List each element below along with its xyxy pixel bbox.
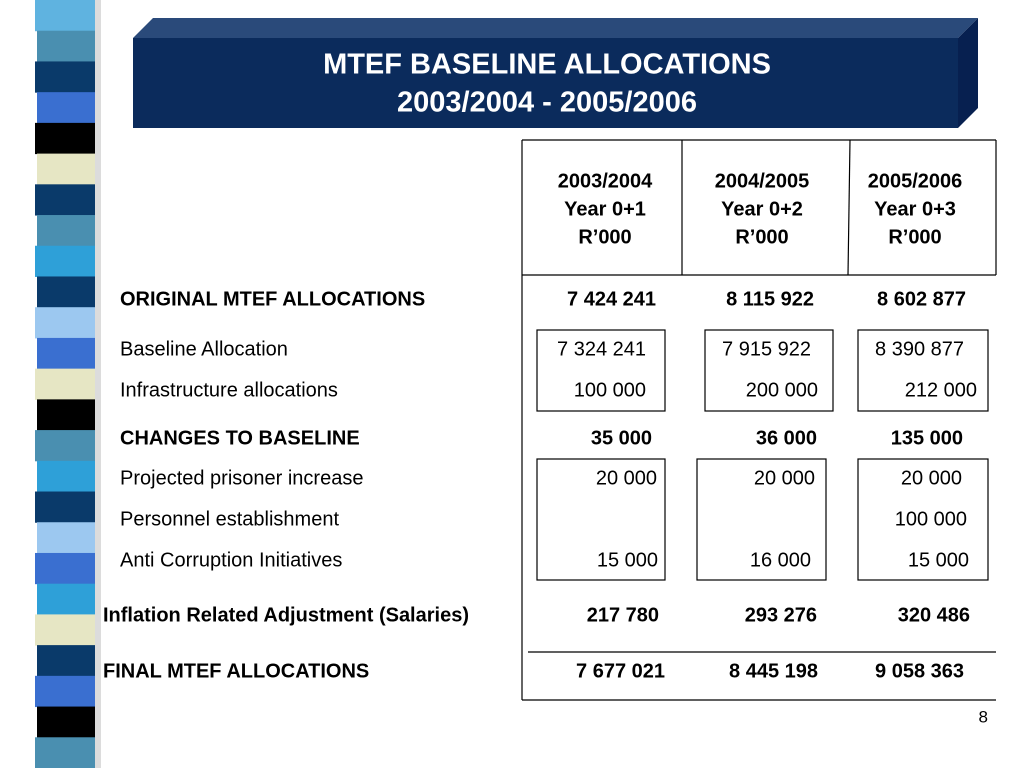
row-label: Anti Corruption Initiatives (120, 549, 342, 571)
cell-value: 100 000 (895, 508, 967, 530)
column-header: 2003/2004 (558, 170, 653, 192)
stripe-block (35, 368, 95, 400)
cell-value: 8 602 877 (877, 288, 966, 310)
stripe-block (37, 276, 97, 308)
column-header: R’000 (578, 226, 631, 248)
cell-value: 200 000 (746, 379, 818, 401)
stripe-block (37, 522, 97, 554)
row-label: Inflation Related Adjustment (Salaries) (103, 604, 469, 626)
column-header: R’000 (735, 226, 788, 248)
title-bevel-top (133, 18, 978, 38)
stripe-block (35, 184, 95, 216)
cell-value: 8 115 922 (726, 288, 814, 310)
row-label: Projected prisoner increase (120, 467, 363, 489)
stripe-block (35, 552, 95, 585)
row-label: ORIGINAL MTEF ALLOCATIONS (120, 288, 425, 310)
stripe-block (35, 61, 95, 93)
cell-value: 15 000 (597, 549, 658, 571)
stripe-block (35, 307, 95, 339)
stripe-block (37, 583, 97, 615)
row-label: Baseline Allocation (120, 338, 288, 360)
cell-value: 293 276 (745, 604, 817, 626)
title-bevel-side (958, 18, 978, 128)
stripe-block (37, 645, 97, 677)
column-header: 2004/2005 (715, 170, 810, 192)
stripe-block (35, 245, 95, 277)
value-box (704, 329, 834, 412)
stripe-block (37, 215, 97, 247)
stripe-block (35, 491, 95, 523)
cell-value: 15 000 (908, 549, 969, 571)
cell-value: 20 000 (754, 467, 815, 489)
cell-value: 20 000 (596, 467, 657, 489)
stripe-block (35, 430, 95, 462)
cell-value: 35 000 (591, 427, 652, 449)
cell-value: 20 000 (901, 467, 962, 489)
cell-value: 8 445 198 (729, 660, 818, 682)
value-box (536, 458, 666, 581)
decorative-stripe (35, 0, 101, 768)
column-header: Year 0+3 (874, 198, 956, 220)
stripe-block (37, 153, 97, 185)
rule (847, 139, 851, 276)
stripe-block (37, 706, 97, 738)
column-header: Year 0+2 (721, 198, 803, 220)
column-header: Year 0+1 (564, 198, 646, 220)
cell-value: 36 000 (756, 427, 817, 449)
cell-value: 212 000 (905, 379, 977, 401)
stripe-block (35, 614, 95, 646)
cell-value: 7 324 241 (557, 338, 646, 360)
cell-value: 16 000 (750, 549, 811, 571)
cell-value: 7 915 922 (722, 338, 811, 360)
cell-value: 9 058 363 (875, 660, 964, 682)
stripe-block (35, 737, 95, 768)
title-line-1: MTEF BASELINE ALLOCATIONS (323, 49, 771, 81)
table-rules (521, 139, 997, 701)
stripe-block (35, 122, 95, 155)
stripe-block (37, 460, 97, 493)
value-box (857, 329, 989, 412)
stripe-block (37, 399, 97, 431)
cell-value: 320 486 (898, 604, 970, 626)
stripe-block (35, 675, 95, 708)
page-number: 8 (979, 707, 988, 726)
cell-value: 7 677 021 (576, 660, 665, 682)
value-box (536, 329, 666, 412)
stripe-block (37, 30, 97, 62)
title-line-2: 2003/2004 - 2005/2006 (397, 87, 697, 119)
cell-value: 135 000 (891, 427, 963, 449)
row-label: CHANGES TO BASELINE (120, 427, 360, 449)
cell-value: 8 390 877 (875, 338, 964, 360)
column-header: R’000 (888, 226, 941, 248)
row-label: Infrastructure allocations (120, 379, 338, 401)
title-face (133, 38, 958, 128)
title-box (133, 18, 978, 128)
row-label: Personnel establishment (120, 508, 339, 530)
value-box (857, 458, 989, 581)
stripe-block (37, 92, 97, 124)
value-box (696, 458, 827, 581)
row-label: FINAL MTEF ALLOCATIONS (103, 660, 369, 682)
cell-value: 217 780 (587, 604, 659, 626)
cell-value: 7 424 241 (567, 288, 656, 310)
stripe-block (37, 337, 97, 370)
stripe-block (35, 0, 95, 32)
cell-value: 100 000 (574, 379, 646, 401)
stripe-shadow (95, 0, 101, 768)
column-header: 2005/2006 (868, 170, 963, 192)
